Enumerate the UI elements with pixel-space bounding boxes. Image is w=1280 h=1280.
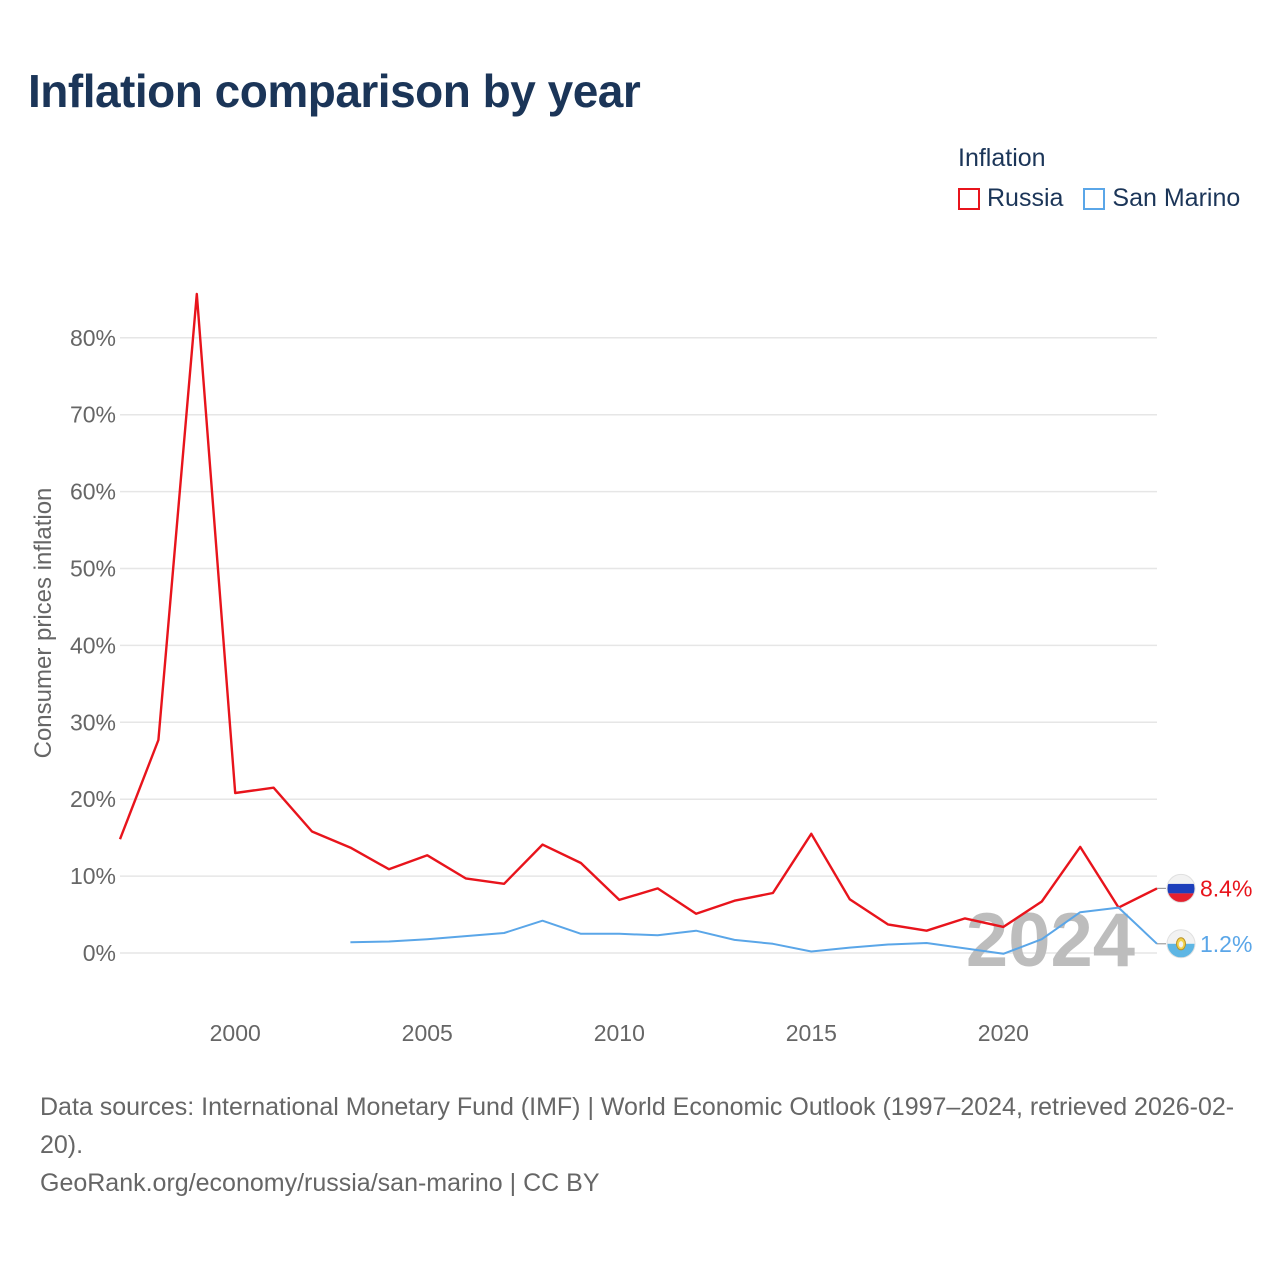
x-tick-label: 2000	[210, 1020, 261, 1046]
y-tick-label: 50%	[70, 556, 116, 582]
y-axis-ticks: 0% 10% 20% 30% 40% 50% 60% 70% 80%	[70, 325, 116, 966]
x-tick-label: 2010	[594, 1020, 645, 1046]
y-tick-label: 80%	[70, 325, 116, 351]
series-line-san-marino	[350, 906, 1158, 955]
line-chart: 0%10%20%30%40%50%60%70%80% 2000 2005 2010 2…	[30, 292, 1252, 1046]
x-axis-ticks: 2000 2005 2010 2015 2020	[210, 1020, 1029, 1046]
credit-link[interactable]: GeoRank.org/economy/russia/san-marino | …	[40, 1169, 600, 1197]
legend-item-russia[interactable]: Russia	[958, 184, 1063, 213]
end-label-russia: 8.4%	[1200, 875, 1252, 901]
y-tick-label: 0%	[83, 940, 116, 966]
y-tick-label: 10%	[70, 863, 116, 889]
x-tick-label: 2005	[402, 1020, 453, 1046]
y-tick-label: 30%	[70, 709, 116, 735]
y-tick-label: 70%	[70, 402, 116, 428]
gridlines	[120, 337, 1157, 954]
legend-title: Inflation	[958, 144, 1046, 172]
chart-title: Inflation comparison by year	[28, 65, 641, 117]
data-sources: Data sources: International Monetary Fun…	[40, 1093, 1235, 1159]
y-tick-label: 60%	[70, 479, 116, 505]
legend-item-san-marino[interactable]: San Marino	[1083, 184, 1240, 213]
russia-flag-icon	[1166, 873, 1196, 903]
legend-label-russia: Russia	[987, 184, 1064, 212]
series	[118, 292, 1158, 955]
end-markers: 8.4% 1.2%	[1157, 873, 1252, 959]
san-marino-flag-icon	[1166, 929, 1196, 959]
series-line-russia	[118, 292, 1158, 932]
legend-swatch-san-marino	[1083, 187, 1106, 210]
legend: Russia San Marino	[958, 184, 1240, 213]
y-tick-label: 20%	[70, 786, 116, 812]
footer: Data sources: International Monetary Fun…	[40, 1088, 1250, 1202]
y-tick-label: 40%	[70, 632, 116, 658]
year-watermark: 2024	[966, 898, 1135, 983]
x-tick-label: 2020	[978, 1020, 1029, 1046]
y-axis-label: Consumer prices inflation	[30, 488, 57, 759]
end-label-san-marino: 1.2%	[1200, 931, 1252, 957]
legend-swatch-russia	[958, 187, 980, 210]
legend-label-san-marino: San Marino	[1112, 184, 1241, 212]
x-tick-label: 2015	[786, 1020, 837, 1046]
